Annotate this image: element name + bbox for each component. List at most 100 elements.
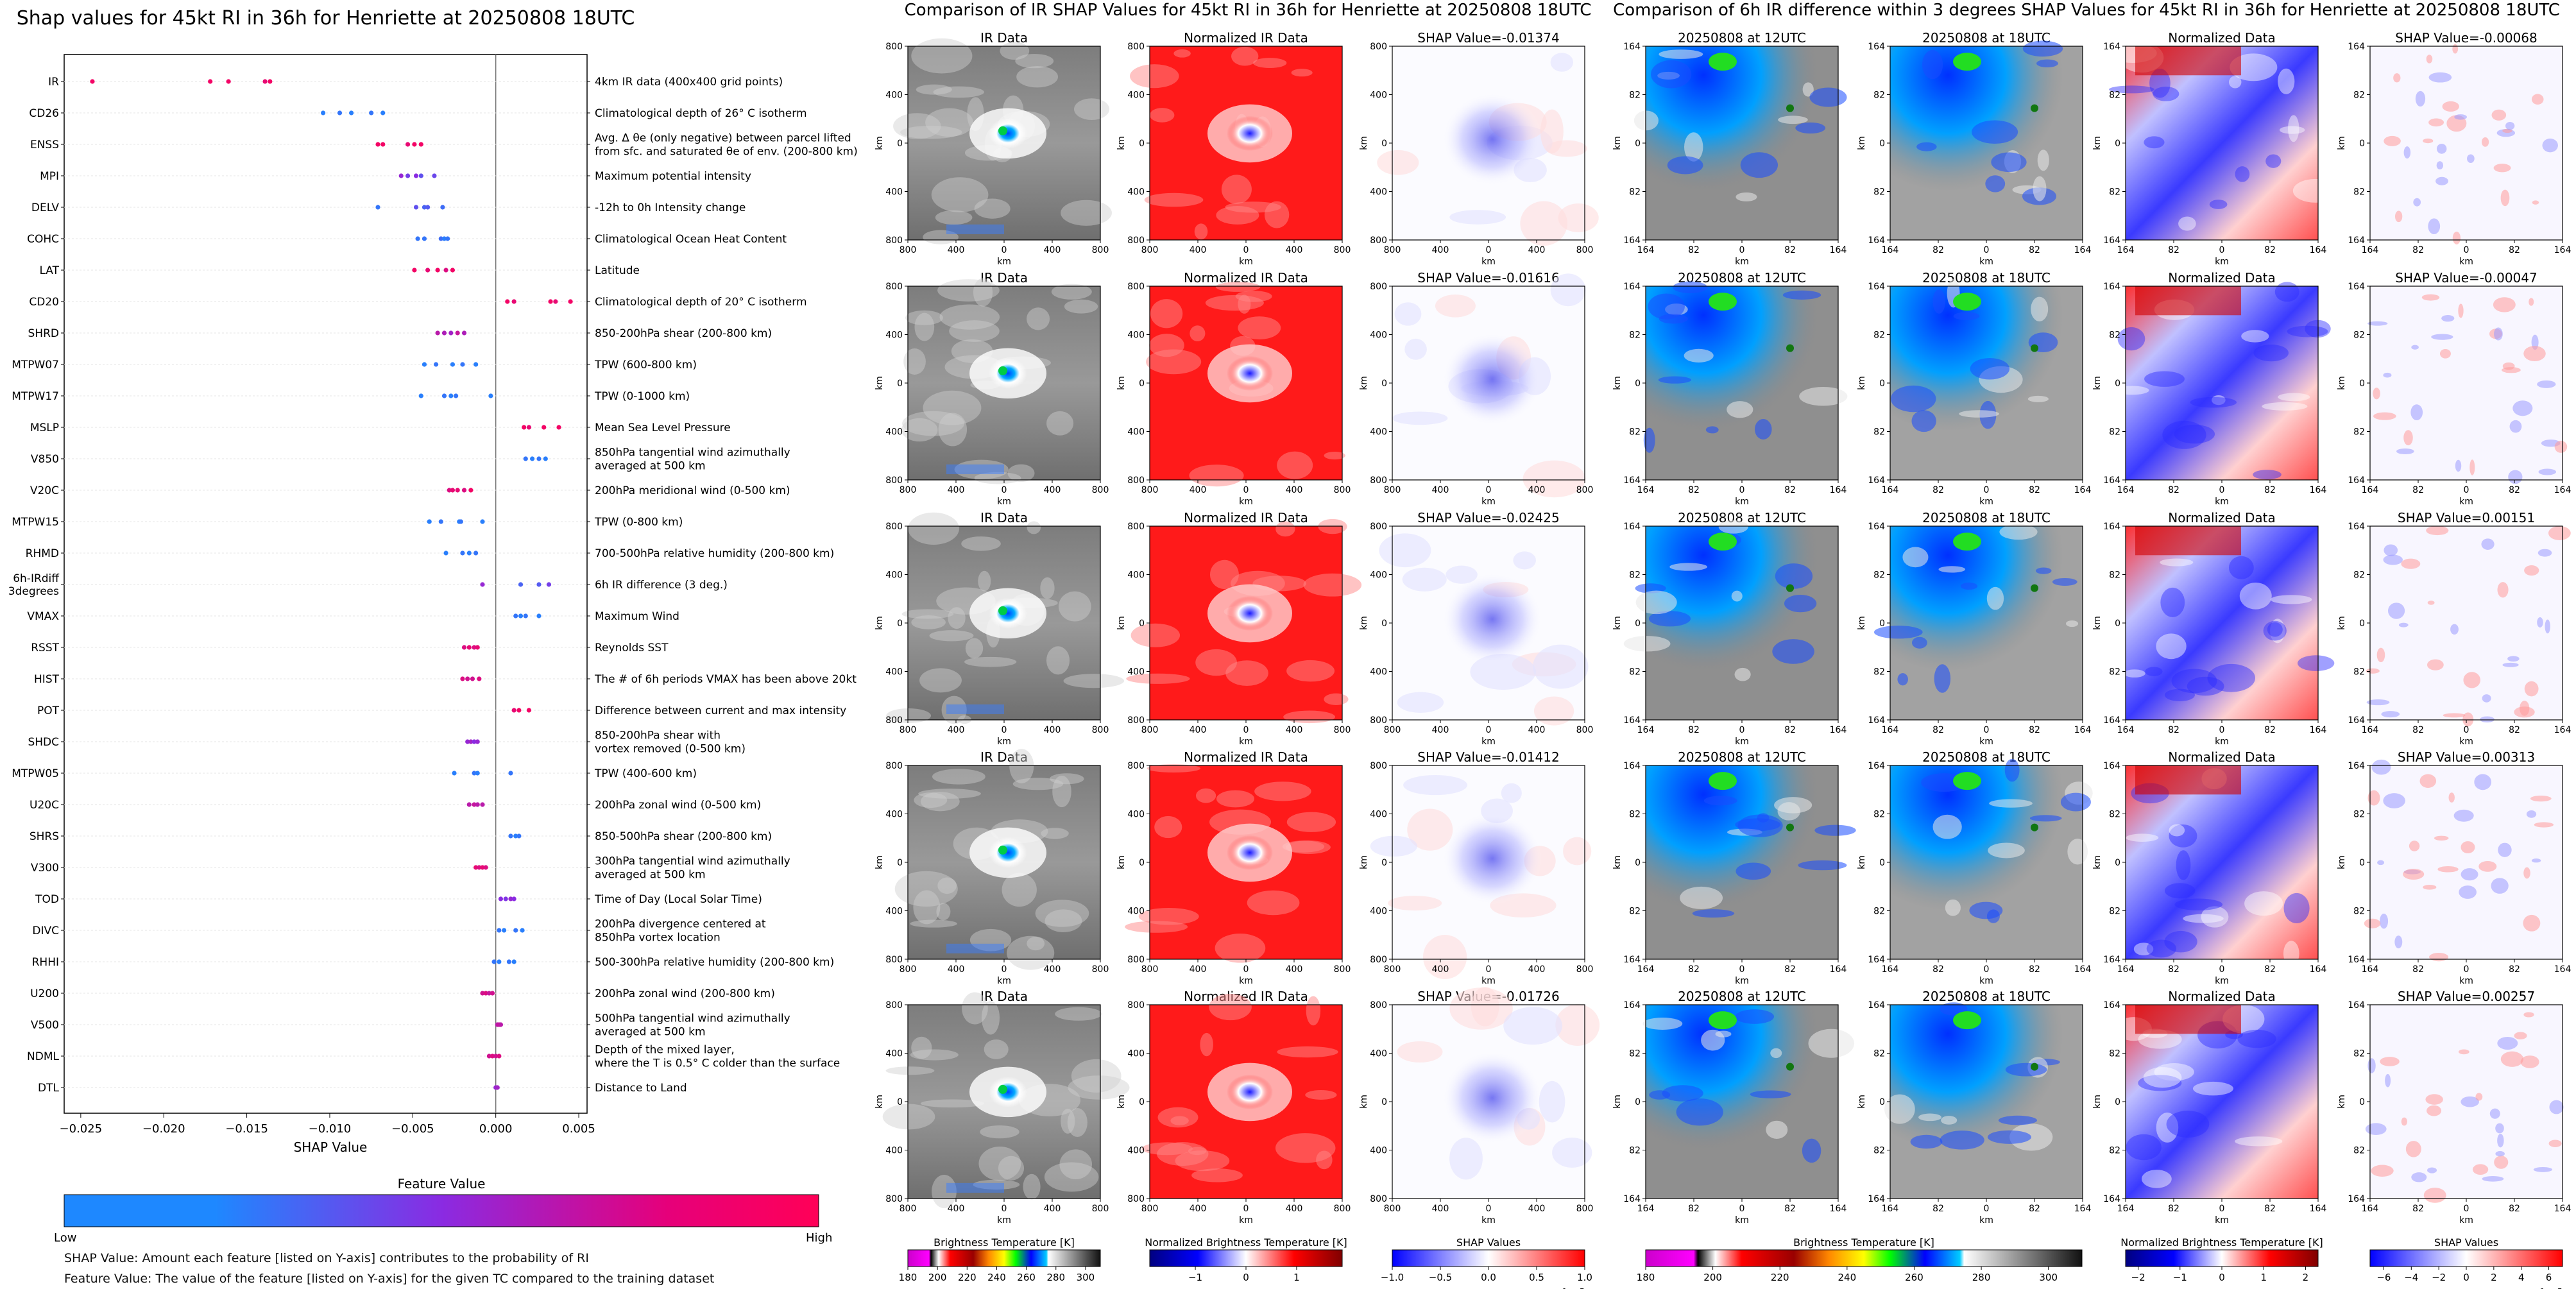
bt-patch <box>1999 524 2038 540</box>
panel-ytick-label: 800 <box>885 42 903 52</box>
panel-ytick-label: 164 <box>1868 282 1885 292</box>
bt-patch <box>1809 87 1847 107</box>
xtick-label: −0.005 <box>391 1122 434 1136</box>
panel-xtick-label: 82 <box>1784 1204 1796 1214</box>
panel-xtick-label: 800 <box>900 964 917 975</box>
panel-ytick-label: 82 <box>2109 1146 2120 1156</box>
norm-patch <box>2298 655 2335 671</box>
bt-patch <box>1987 1130 2031 1144</box>
panel-ir <box>894 749 1100 970</box>
bt-patch <box>1705 426 1719 434</box>
dshap-speckle <box>2531 94 2544 105</box>
panel-xtick-label: 82 <box>1688 964 1700 975</box>
panel-xtick-label: 400 <box>1432 245 1449 255</box>
panel-xtick-label: 82 <box>2412 485 2424 495</box>
norm-patch <box>2239 582 2272 610</box>
shap-point <box>448 393 454 398</box>
panel-ytick-label: 400 <box>1370 570 1387 581</box>
panel-xlabel: km <box>1481 976 1496 986</box>
norm-patch <box>2176 850 2191 880</box>
dshap-speckle <box>2435 176 2448 185</box>
panel-ylabel: km <box>1857 1095 1867 1109</box>
panel-ytick-label: 0 <box>2359 1097 2365 1107</box>
diff-shap-colorbar-multiplier: 1e−5 <box>2540 1288 2563 1289</box>
shap-point <box>380 110 386 115</box>
panel-xlabel: km <box>997 257 1011 267</box>
nir-patch <box>1150 299 1183 329</box>
cloud-patch <box>1063 674 1125 688</box>
dshap-speckle <box>2409 841 2420 851</box>
panel-ytick-label: 800 <box>885 761 903 771</box>
shap-point <box>502 928 507 933</box>
panel-xtick-label: 800 <box>1576 245 1594 255</box>
cloud-patch <box>908 512 959 545</box>
shap-point <box>536 582 542 587</box>
panel-ir <box>893 38 1112 244</box>
shap-point <box>441 236 447 241</box>
panel-title: IR Data <box>980 749 1028 765</box>
shap-point <box>461 488 467 493</box>
cloud-patch <box>964 656 1017 667</box>
dshap-speckle <box>2385 1073 2391 1088</box>
feature-description: TPW (0-800 km) <box>594 516 683 529</box>
norm-patch <box>2207 663 2256 692</box>
panel-xlabel: km <box>1735 257 1749 267</box>
cloud-patch <box>910 919 957 928</box>
panel-xtick-label: 82 <box>2412 245 2424 255</box>
feature-description: Avg. Δ θe (only negative) between parcel… <box>595 132 851 145</box>
panel-title: SHAP Value=-0.00047 <box>2395 270 2537 286</box>
panel-ylabel: km <box>1612 1095 1623 1109</box>
panel-xtick-label: 164 <box>2117 245 2135 255</box>
panel-xtick-label: 400 <box>1286 245 1303 255</box>
shap-colorbar-tick-label: 0.5 <box>1529 1272 1544 1283</box>
dshap-speckle <box>2493 164 2511 173</box>
bt-patch <box>1673 281 1708 293</box>
bt-eye <box>2031 823 2038 832</box>
panel-xtick-label: 0 <box>2219 485 2225 495</box>
panel-ytick-label: 82 <box>1629 1146 1641 1156</box>
panel-ytick-label: 400 <box>1370 907 1387 917</box>
dshap-speckle <box>2500 189 2510 207</box>
feature-description: Maximum potential intensity <box>595 170 751 183</box>
panel-title: 20250808 at 12UTC <box>1678 989 1806 1004</box>
dshap-speckle <box>2482 694 2491 703</box>
bt-patch <box>1932 814 1962 839</box>
beeswarm-title: Shap values for 45kt RI in 36h for Henri… <box>17 7 635 30</box>
panel-xtick-label: 164 <box>2117 964 2135 975</box>
nir-patch <box>1215 282 1261 292</box>
panel-xtick-label: 164 <box>2117 485 2135 495</box>
diff-norm-colorbar <box>2125 1249 2319 1267</box>
shap-patch <box>1377 149 1419 175</box>
cloud-patch <box>911 1036 932 1059</box>
panel-ytick-label: 164 <box>1868 1000 1885 1011</box>
panel-ylabel: km <box>1116 616 1127 630</box>
dshap-speckle <box>2376 647 2385 663</box>
panel-ytick-label: 800 <box>1127 42 1145 52</box>
panel-ytick-label: 164 <box>1623 475 1641 486</box>
panel-xlabel: km <box>1481 1215 1496 1225</box>
panel-xtick-label: 0 <box>1243 485 1249 495</box>
panel-ytick-label: 800 <box>1370 522 1387 532</box>
panel-xlabel: km <box>2459 257 2473 267</box>
shap-point <box>523 613 528 619</box>
feature-label: 6h-IRdiff <box>13 572 60 585</box>
shap-point <box>405 173 411 178</box>
feature-description: TPW (400-600 km) <box>594 767 697 780</box>
feature-label: DELV <box>31 201 59 214</box>
dshap-speckle <box>2394 935 2403 949</box>
panel-shap <box>1370 765 1592 980</box>
dshap-speckle <box>2439 348 2451 359</box>
shap-blob <box>1442 332 1542 426</box>
norm-patch <box>2270 595 2312 604</box>
panel-xtick-label: 0 <box>2464 485 2469 495</box>
panel-xtick-label: 164 <box>1637 485 1655 495</box>
panel-xtick-label: 400 <box>948 725 965 735</box>
shap-patch <box>1558 203 1599 232</box>
colorbar-low-label: Low <box>54 1231 76 1245</box>
storm-eye <box>998 126 1007 135</box>
ir-colorbar-tick-label: 260 <box>1017 1272 1036 1283</box>
panel-xtick-label: 164 <box>2362 725 2379 735</box>
cloud-patch <box>980 1125 1019 1139</box>
shap-point <box>477 676 482 681</box>
panel-ytick-label: 164 <box>2103 522 2120 532</box>
